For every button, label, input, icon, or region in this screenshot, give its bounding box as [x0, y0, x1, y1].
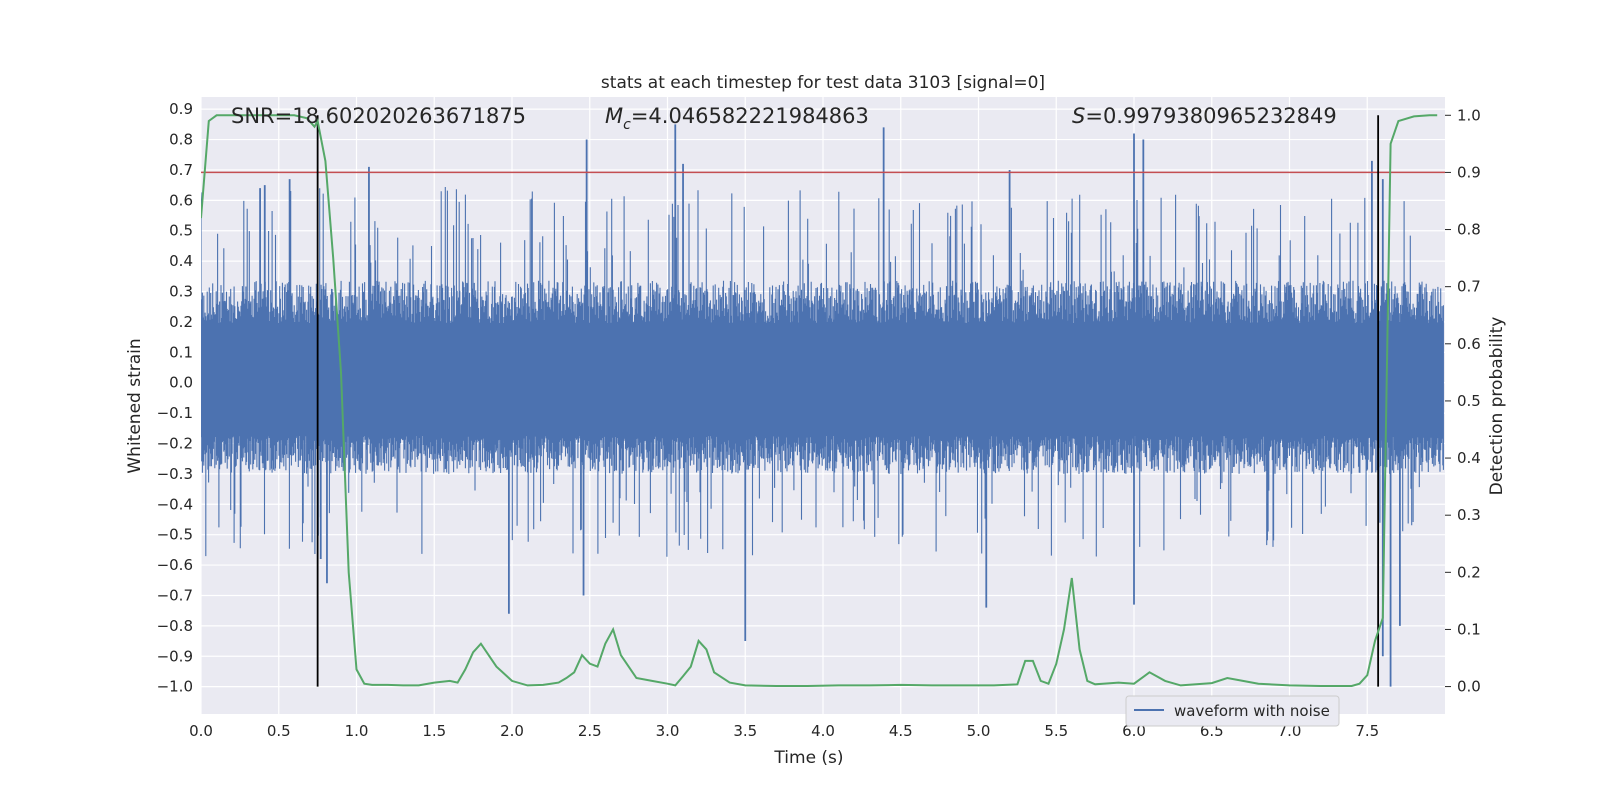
snr-annotation: SNR=18.602020263671875 [231, 104, 526, 128]
x-tick-label: 5.0 [967, 722, 991, 740]
y-left-tick-label: −0.3 [157, 465, 193, 483]
y-right-tick-label: 0.5 [1457, 392, 1481, 410]
y-left-tick-label: 0.3 [169, 283, 193, 301]
y-left-tick-label: 0.4 [169, 252, 193, 270]
y-right-tick-label: 0.9 [1457, 163, 1481, 181]
marker-lines [316, 115, 1380, 687]
x-tick-label: 0.5 [267, 722, 291, 740]
x-tick-label: 3.5 [733, 722, 757, 740]
y-left-tick-label: −0.7 [157, 586, 193, 604]
x-tick-label: 2.5 [578, 722, 602, 740]
s-symbol: S [1072, 104, 1085, 128]
s-annotation: S=0.9979380965232849 [1072, 104, 1337, 128]
x-tick-label: 2.0 [500, 722, 524, 740]
y-right-tick-label: 0.0 [1457, 678, 1481, 696]
x-tick-label: 7.5 [1355, 722, 1379, 740]
y-left-tick-label: −0.2 [157, 434, 193, 452]
plot-area [201, 114, 1445, 687]
y-right-tick-label: 0.6 [1457, 335, 1481, 353]
y-right-tick-label: 0.4 [1457, 449, 1481, 467]
y-right-tick-label: 0.8 [1457, 221, 1481, 239]
left-axis-label: Whitened strain [125, 338, 145, 473]
y-left-tick-label: 0.2 [169, 313, 193, 331]
x-axis-label: Time (s) [773, 748, 843, 768]
y-right-tick-label: 1.0 [1457, 106, 1481, 124]
chart-title: stats at each timestep for test data 310… [601, 73, 1045, 93]
chirp-mass-value: =4.046582221984863 [631, 104, 869, 128]
y-left-tick-label: 0.9 [169, 100, 193, 118]
y-left-tick-label: −0.8 [157, 617, 193, 635]
s-value: =0.9979380965232849 [1085, 104, 1336, 128]
y-left-tick-label: −1.0 [157, 678, 193, 696]
waveform-noise [201, 187, 1444, 557]
y-left-tick-label: −0.1 [157, 404, 193, 422]
detection-probability-line [201, 114, 1438, 687]
right-axis-ticks: 1.0 0.9 0.8 0.7 0.6 0.5 0.4 0.3 0.2 0.1 0.0 [1445, 106, 1481, 696]
x-axis-ticks: 0.0 0.5 1.0 1.5 2.0 2.5 3.0 3.5 4.0 4.5 5.0 5.5 6.0 6… [189, 722, 1379, 740]
x-tick-label: 4.5 [889, 722, 913, 740]
y-left-tick-label: 0.0 [169, 374, 193, 392]
x-tick-label: 3.0 [656, 722, 680, 740]
y-left-tick-label: 0.6 [169, 191, 193, 209]
legend-label: waveform with noise [1174, 702, 1330, 720]
x-tick-label: 5.5 [1044, 722, 1068, 740]
chirp-mass-annotation: Mc=4.046582221984863 [605, 104, 869, 133]
y-left-tick-label: −0.6 [157, 556, 193, 574]
chirp-mass-subscript: c [623, 117, 631, 133]
legend-box [1125, 695, 1340, 727]
left-axis-ticks: 0.9 0.8 0.7 0.6 0.5 0.4 0.3 0.2 0.1 0.0 −0.1 −0.2 −0… [157, 100, 193, 695]
right-axis-label: Detection probability [1487, 317, 1507, 496]
chirp-mass-symbol: M [605, 104, 623, 128]
y-right-tick-label: 0.3 [1457, 506, 1481, 524]
y-left-tick-label: 0.1 [169, 343, 193, 361]
y-left-tick-label: 0.8 [169, 131, 193, 149]
waveform-series [201, 124, 1444, 687]
y-right-tick-label: 0.2 [1457, 563, 1481, 581]
y-left-tick-label: 0.5 [169, 222, 193, 240]
y-left-tick-label: −0.5 [157, 526, 193, 544]
x-tick-label: 4.0 [811, 722, 835, 740]
legend: waveform with noise [1125, 695, 1340, 727]
x-tick-label: 1.5 [422, 722, 446, 740]
x-tick-label: 1.0 [345, 722, 369, 740]
y-left-tick-label: −0.9 [157, 647, 193, 665]
y-left-tick-label: 0.7 [169, 161, 193, 179]
y-right-tick-label: 0.7 [1457, 278, 1481, 296]
x-tick-label: 0.0 [189, 722, 213, 740]
y-left-tick-label: −0.4 [157, 495, 193, 513]
y-right-tick-label: 0.1 [1457, 620, 1481, 638]
